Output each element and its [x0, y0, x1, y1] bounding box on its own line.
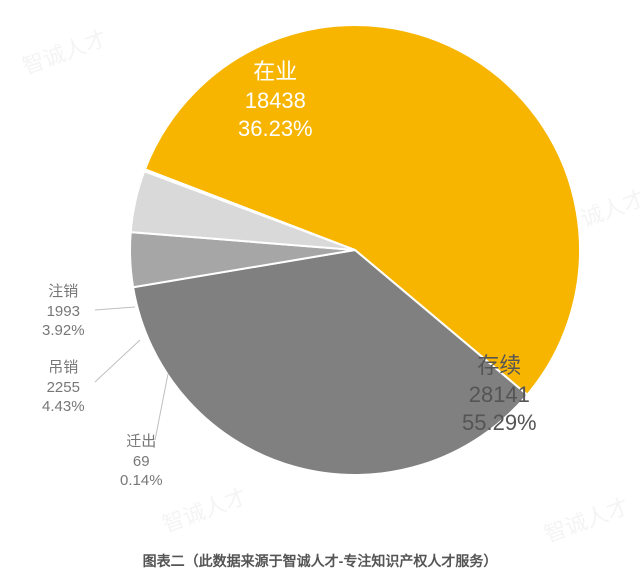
slice-value: 2255	[42, 378, 85, 398]
slice-name: 存续	[462, 352, 537, 381]
slice-label-zhuxiao: 注销19933.92%	[42, 282, 85, 341]
slice-name: 迁出	[120, 432, 163, 452]
slice-name: 吊销	[42, 358, 85, 378]
leader-line-zhuxiao	[95, 307, 135, 310]
slice-percent: 4.43%	[42, 397, 85, 417]
leader-line-qianchu	[155, 374, 168, 440]
slice-value: 69	[120, 452, 163, 472]
pie-chart	[0, 0, 640, 585]
slice-label-diaoxiao: 吊销22554.43%	[42, 358, 85, 417]
chart-caption: 图表二（此数据来源于智诚人才-专注知识产权人才服务）	[0, 551, 640, 571]
slice-percent: 55.29%	[462, 409, 537, 438]
slice-percent: 3.92%	[42, 321, 85, 341]
slice-label-zaiye: 在业1843836.23%	[238, 58, 313, 144]
leader-line-diaoxiao	[95, 340, 140, 382]
slice-value: 18438	[238, 87, 313, 116]
slice-name: 注销	[42, 282, 85, 302]
slice-label-cunxu: 存续2814155.29%	[462, 352, 537, 438]
slice-value: 28141	[462, 381, 537, 410]
slice-value: 1993	[42, 302, 85, 322]
slice-name: 在业	[238, 58, 313, 87]
slice-percent: 0.14%	[120, 471, 163, 491]
slice-label-qianchu: 迁出690.14%	[120, 432, 163, 491]
slice-percent: 36.23%	[238, 115, 313, 144]
